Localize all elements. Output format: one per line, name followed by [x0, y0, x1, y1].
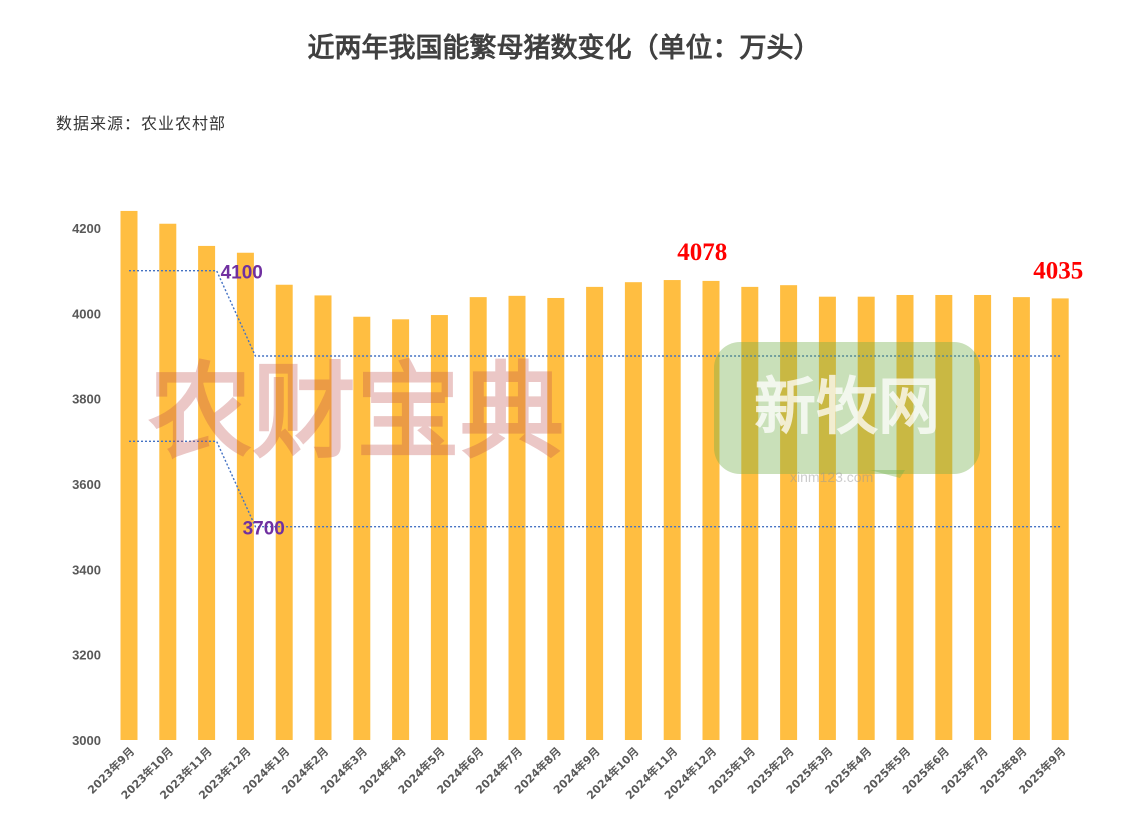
bar-17: [741, 286, 759, 740]
y-tick-label: 3000: [72, 733, 101, 748]
bar-23: [974, 294, 992, 740]
bar-13: [586, 286, 604, 740]
data-label-4035: 4035: [1033, 257, 1083, 284]
reference-label-4100: 4100: [221, 263, 263, 284]
bar-4: [236, 252, 254, 740]
watermark-right-text: 新牧网: [754, 370, 940, 443]
bar-14: [624, 282, 642, 740]
bar-8: [392, 319, 410, 740]
bar-3: [198, 245, 216, 741]
y-tick-label: 3600: [72, 477, 101, 492]
x-axis: 2023年9月2023年10月2023年11月2023年12月2024年1月20…: [85, 744, 1069, 802]
y-tick-label: 3400: [72, 562, 101, 577]
y-tick-label: 4200: [72, 221, 101, 236]
bar-5: [275, 284, 293, 740]
bar-16: [702, 280, 720, 740]
bar-22: [935, 294, 953, 740]
bar-18: [780, 285, 798, 740]
bar-20: [857, 296, 875, 740]
bar-11: [508, 295, 526, 740]
annotations-layer: 4078 4035: [677, 239, 1083, 284]
chart-title: 近两年我国能繁母猪数变化（单位：万头）: [307, 33, 821, 64]
bar-6: [314, 295, 332, 740]
bar-9: [430, 315, 448, 740]
y-tick-label: 4000: [72, 306, 101, 321]
reference-label-3700: 3700: [243, 519, 285, 540]
data-label-4078: 4078: [677, 239, 727, 266]
reference-lines-layer: 4100 3700: [129, 263, 1061, 540]
bar-25: [1051, 298, 1069, 740]
bar-7: [353, 316, 371, 740]
bars-layer: [120, 210, 1069, 741]
watermark-right-url: xinm123.com: [790, 469, 873, 485]
watermark-right-bubble: [714, 342, 980, 474]
watermark-right-bubble-tail: [870, 470, 905, 478]
y-axis: 3000 3200 3400 3600 3800 4000 4200: [72, 221, 101, 748]
bar-21: [896, 294, 914, 740]
bar-10: [469, 297, 487, 740]
y-tick-label: 3200: [72, 648, 101, 663]
bar-1: [120, 210, 138, 740]
y-tick-label: 3800: [72, 392, 101, 407]
bar-2: [159, 223, 177, 740]
bar-24: [1012, 297, 1030, 740]
watermark-layer: 农财宝典 新牧网 xinm123.com: [148, 342, 980, 485]
bar-15: [663, 280, 681, 740]
watermark-left-text: 农财宝典: [148, 351, 564, 473]
bar-12: [547, 297, 565, 740]
data-source-note: 数据来源：农业农村部: [56, 114, 227, 133]
bar-19: [818, 296, 836, 740]
